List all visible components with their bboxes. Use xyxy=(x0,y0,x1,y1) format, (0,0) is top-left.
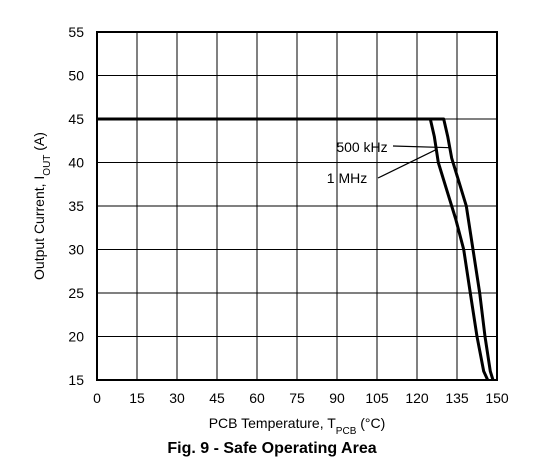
x-tick-label: 135 xyxy=(445,390,469,406)
x-tick-label: 105 xyxy=(365,390,389,406)
y-tick-label: 40 xyxy=(68,155,84,171)
x-tick-label: 30 xyxy=(169,390,185,406)
y-axis-label: Output Current, IOUT (A) xyxy=(31,132,53,280)
x-tick-label: 120 xyxy=(405,390,429,406)
y-tick-label: 55 xyxy=(68,24,84,40)
x-tick-labels: 0 15 30 45 60 75 90 105 120 135 150 xyxy=(93,390,509,406)
safe-operating-area-chart: 0 15 30 45 60 75 90 105 120 135 150 15 20 25 30 35 40 45… xyxy=(31,24,509,437)
x-tick-label: 150 xyxy=(485,390,509,406)
series-line-500-khz xyxy=(97,117,495,381)
x-tick-label: 60 xyxy=(249,390,265,406)
x-axis-label: PCB Temperature, TPCB (°C) xyxy=(209,415,386,437)
annotations: 500 kHz 1 MHz xyxy=(327,139,450,186)
x-tick-label: 45 xyxy=(209,390,225,406)
x-tick-label: 90 xyxy=(329,390,345,406)
series-line-1-mhz xyxy=(97,117,490,381)
x-tick-label: 15 xyxy=(129,390,145,406)
x-tick-label: 75 xyxy=(289,390,305,406)
y-tick-label: 45 xyxy=(68,111,84,127)
x-tick-label: 0 xyxy=(93,390,101,406)
annotation-label-500-khz: 500 kHz xyxy=(336,139,387,155)
y-tick-label: 20 xyxy=(68,329,84,345)
annotation-leader-line xyxy=(392,145,450,149)
annotation-leader-line xyxy=(377,148,437,179)
figure-caption: Fig. 9 - Safe Operating Area xyxy=(167,440,377,457)
series-lines xyxy=(97,117,495,381)
y-tick-label: 30 xyxy=(68,242,84,258)
y-tick-label: 35 xyxy=(68,198,84,214)
y-tick-label: 15 xyxy=(68,372,84,388)
y-tick-label: 25 xyxy=(68,285,84,301)
y-tick-labels: 15 20 25 30 35 40 45 50 55 xyxy=(68,24,84,388)
grid-lines xyxy=(96,31,498,381)
y-tick-label: 50 xyxy=(68,68,84,84)
plot-frame xyxy=(96,31,498,381)
annotation-label-1-mhz: 1 MHz xyxy=(327,170,367,186)
